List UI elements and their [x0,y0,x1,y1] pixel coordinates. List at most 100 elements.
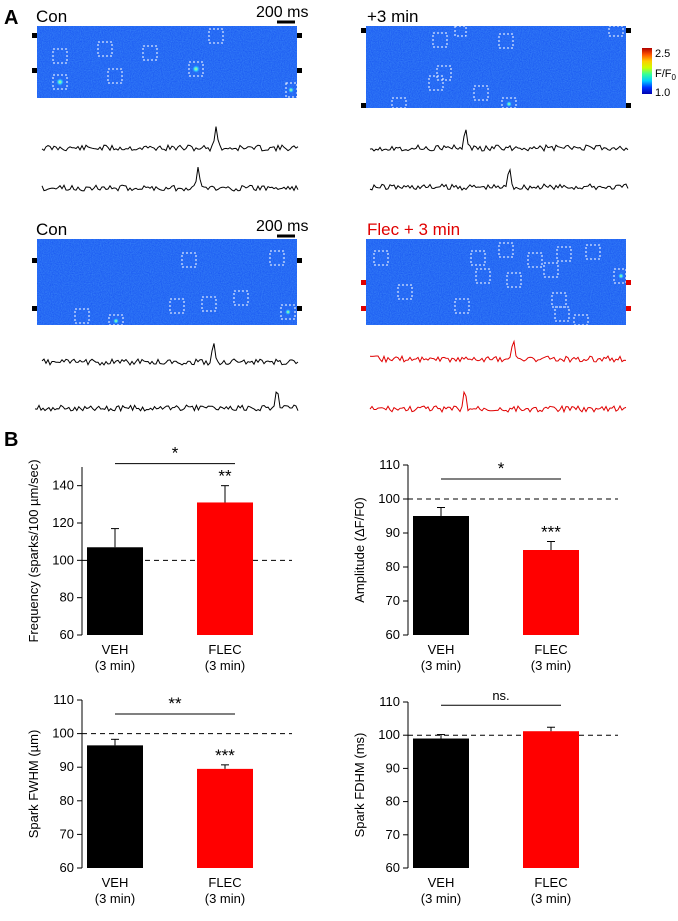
y-tick-label: 60 [386,627,400,642]
image-3-title: Con [36,220,67,239]
spark-boxes-3 [74,250,296,326]
category-label: FLEC [534,642,567,657]
spark-boxes-1 [52,28,298,98]
y-tick-label: 90 [386,760,400,775]
trace-4b [369,390,627,414]
bracket-label: * [172,444,179,463]
y-tick-label: 60 [60,627,74,642]
marker-4b [361,306,366,311]
colorbar-min: 1.0 [655,87,670,99]
y-tick-label: 80 [60,590,74,605]
trace-1a [41,126,299,153]
marker-2b [361,103,366,108]
y-tick-label: 110 [53,692,74,707]
bracket-label: ** [168,694,182,713]
trace-3b [34,391,299,413]
y-tick-label: 70 [386,827,400,842]
marker-2c [626,28,631,33]
y-tick-label: 70 [386,593,400,608]
marker-4a [361,280,366,285]
image-4-title: Flec + 3 min [367,220,460,239]
category-sublabel: (3 min) [531,891,571,906]
category-label: VEH [428,875,455,890]
category-label: FLEC [534,875,567,890]
linescan-image-3 [37,239,297,326]
y-axis-label: Spark FWHM (µm) [26,730,41,839]
colorbar-unit-sub: 0 [672,73,677,82]
marker-2a [361,28,366,33]
marker-1d [297,68,302,73]
bar-flec [197,502,253,635]
bar-flec [523,731,579,868]
colorbar-gradient [642,48,652,94]
category-label: VEH [102,642,129,657]
significance-star: ** [218,467,232,486]
linescan-image-2 [366,25,626,109]
y-axis-label: Frequency (sparks/100 µm/sec) [26,459,41,642]
y-tick-label: 110 [379,457,400,472]
category-sublabel: (3 min) [205,891,245,906]
trace-4a [369,339,627,364]
marker-3b [32,306,37,311]
spark-boxes-2 [391,25,624,109]
y-tick-label: 140 [52,478,74,493]
colorbar-unit-main: F/F [655,68,672,80]
bar-flec [197,768,253,868]
marker-1a [32,33,37,38]
scale-bar-label-bottom: 200 ms [256,218,308,235]
y-tick-label: 60 [386,860,400,875]
trace-2a [369,129,629,153]
marker-3a [32,258,37,263]
category-sublabel: (3 min) [205,658,245,673]
marker-1b [32,68,37,73]
marker-4c [626,280,631,285]
colorbar-max: 2.5 [655,48,670,60]
y-tick-label: 90 [60,759,74,774]
y-tick-label: 110 [379,694,400,709]
bar-flec [523,550,579,635]
linescan-image-4 [366,239,627,326]
bracket-label: * [498,459,505,478]
linescan-image-1 [37,26,298,98]
chart-1: 60 80 100 120 140 Frequency (sparks/100 µm/se… [26,444,292,673]
y-tick-label: 100 [378,491,400,506]
category-label: FLEC [208,642,241,657]
bar-veh [87,547,143,635]
trace-1b [41,167,299,192]
significance-star: *** [215,746,235,765]
category-label: VEH [102,875,129,890]
y-tick-label: 80 [386,559,400,574]
y-tick-label: 100 [378,727,400,742]
marker-3c [297,258,302,263]
category-sublabel: (3 min) [95,891,135,906]
significance-star: *** [541,523,561,542]
y-tick-label: 100 [52,552,74,567]
category-sublabel: (3 min) [421,658,461,673]
trace-3a [41,343,299,366]
scale-bar-label-top: 200 ms [256,4,308,21]
y-tick-label: 80 [386,794,400,809]
marker-3d [297,306,302,311]
bracket-label: ns. [492,688,509,703]
marker-1c [297,33,302,38]
y-axis-label: Spark FDHM (ms) [352,733,367,838]
panel-b-label: B [4,429,18,451]
marker-2d [626,103,631,108]
category-label: FLEC [208,875,241,890]
y-tick-label: 90 [386,525,400,540]
chart-4: 60 70 80 90 100 110 Spark FDHM (ms) VEH (3 min)F… [352,688,618,906]
y-tick-label: 80 [60,793,74,808]
category-sublabel: (3 min) [95,658,135,673]
y-tick-label: 70 [60,826,74,841]
y-axis-label: Amplitude (ΔF/F0) [352,497,367,603]
bar-veh [413,516,469,635]
spark-boxes-4 [373,242,627,326]
panel-a-label: A [4,7,18,29]
bar-charts: 60 80 100 120 140 Frequency (sparks/100 µm/se… [26,444,618,906]
colorbar-unit: F/F0 [655,68,677,82]
image-2-title: +3 min [367,7,419,26]
marker-4d [626,306,631,311]
